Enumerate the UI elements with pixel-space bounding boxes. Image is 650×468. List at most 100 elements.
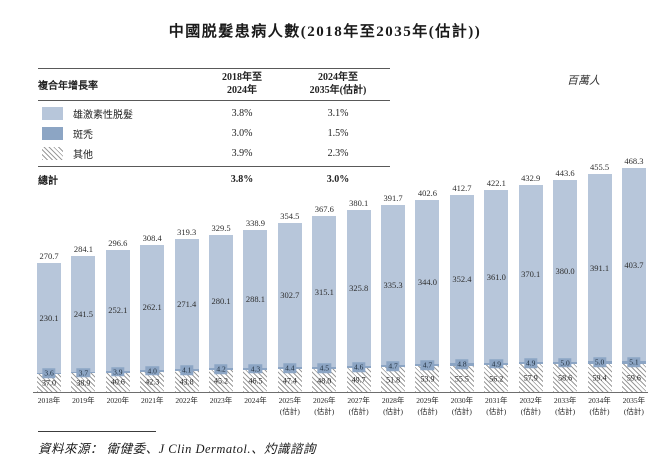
bar-column-2022: 319.3 271.4 4.1 43.8 2022年: [174, 148, 199, 405]
segment-androgenetic-value: 361.0: [486, 271, 506, 282]
bar-total-label: 380.1: [349, 198, 369, 209]
segment-other-value: 56.2: [489, 374, 504, 384]
segment-areata-value: 4.3: [248, 364, 263, 374]
legend-row-androgenetic: 雄激素性脱髮 3.8% 3.1%: [38, 106, 390, 121]
legend-value-2: 3.1%: [327, 108, 349, 119]
segment-other: 47.4: [277, 369, 302, 392]
segment-other: 49.7: [346, 368, 371, 392]
bar-column-2026: 367.6 315.1 4.5 48.0 2026年 (估計): [312, 148, 337, 416]
segment-androgenetic: 252.1: [105, 250, 130, 371]
segment-other: 42.3: [140, 371, 165, 392]
segment-other: 56.2: [484, 365, 509, 392]
segment-other-value: 37.0: [42, 378, 56, 388]
legend-label: 其他: [73, 150, 93, 161]
segment-areata: 4.8: [449, 359, 474, 370]
x-axis-label: 2029年 (估計): [416, 396, 439, 416]
bar-column-2018: 270.7 230.1 3.6 37.0 2018年: [37, 148, 61, 405]
segment-areata-value: 4.5: [317, 363, 331, 373]
segment-other-value: 53.9: [420, 374, 435, 384]
bar-total-label: 284.1: [73, 244, 93, 255]
segment-other: 45.2: [209, 370, 234, 392]
segment-androgenetic: 271.4: [174, 239, 199, 370]
segment-other-value: 58.6: [558, 373, 573, 383]
segment-androgenetic: 302.7: [277, 222, 302, 368]
segment-areata-value: 4.1: [179, 365, 194, 375]
segment-androgenetic: 391.1: [587, 174, 612, 362]
segment-other: 55.5: [449, 365, 474, 392]
x-axis-label: 2032年 (估計): [519, 396, 542, 416]
legend-label: 雄激素性脱髮: [73, 110, 133, 121]
segment-other-value: 51.8: [386, 375, 401, 385]
total-row-value-1: 3.8%: [230, 174, 254, 185]
stacked-bar: 325.8 4.6 49.7: [346, 210, 371, 392]
segment-androgenetic-value: 262.1: [142, 302, 162, 313]
segment-areata: 3.6: [37, 368, 61, 379]
bar-column-2029: 402.6 344.0 4.7 53.9 2029年 (估計): [415, 148, 440, 416]
segment-other: 58.6: [553, 364, 578, 392]
legend-label: 斑禿: [73, 130, 93, 141]
segment-androgenetic: 280.1: [209, 234, 234, 369]
bar-column-2023: 329.5 280.1 4.2 45.2 2023年: [209, 148, 234, 405]
segment-androgenetic-value: 252.1: [108, 305, 128, 316]
segment-areata-value: 4.9: [524, 358, 538, 368]
bar-total-label: 354.5: [280, 210, 300, 221]
segment-androgenetic: 403.7: [621, 168, 646, 362]
bar-total-label: 338.9: [245, 218, 265, 229]
segment-androgenetic-value: 288.1: [245, 293, 265, 304]
x-axis-label: 2028年 (估計): [381, 396, 405, 416]
legend-value-2: 2.3%: [327, 148, 349, 159]
legend-value-2: 1.5%: [327, 128, 349, 139]
total-row-label: 總計: [38, 176, 58, 187]
bar-column-2030: 412.7 352.4 4.8 55.5 2030年 (估計): [449, 148, 474, 416]
segment-areata-value: 5.0: [558, 358, 572, 368]
stacked-bar: 280.1 4.2 45.2: [209, 234, 234, 392]
segment-areata: 5.0: [553, 358, 578, 368]
segment-areata: 5.0: [587, 357, 612, 368]
legend-value-1: 3.0%: [231, 128, 253, 139]
segment-other-value: 47.4: [282, 376, 297, 386]
segment-androgenetic-value: 302.7: [280, 289, 300, 300]
stacked-bar: 344.0 4.7 53.9: [415, 199, 440, 392]
segment-androgenetic: 370.1: [518, 185, 543, 363]
bar-total-label: 455.5: [589, 162, 610, 173]
segment-other-value: 55.5: [454, 374, 469, 384]
cagr-header-col1-line2: 2024年: [227, 84, 257, 96]
bar-column-2034: 455.5 391.1 5.0 59.4 2034年 (估計): [587, 148, 612, 416]
bar-total-label: 412.7: [452, 182, 472, 193]
segment-areata: 4.9: [518, 358, 543, 368]
x-axis-label: 2020年: [106, 396, 130, 405]
segment-androgenetic-value: 325.8: [349, 283, 369, 294]
segment-androgenetic-value: 344.0: [417, 276, 438, 287]
segment-areata: 5.1: [621, 357, 646, 368]
bar-total-label: 402.6: [417, 187, 438, 198]
stacked-bar: 352.4 4.8 55.5: [449, 194, 474, 392]
segment-androgenetic: 288.1: [243, 230, 268, 368]
legend-value-1: 3.9%: [231, 148, 253, 159]
legend-row-areata: 斑禿 3.0% 1.5%: [38, 126, 390, 141]
segment-other: 48.0: [312, 369, 337, 392]
stacked-bar: 403.7 5.1 59.6: [621, 168, 646, 392]
segment-androgenetic: 361.0: [484, 190, 509, 363]
segment-areata-value: 4.7: [386, 361, 400, 371]
stacked-bar: 335.3 4.7 51.8: [381, 204, 406, 392]
segment-areata: 3.7: [71, 367, 96, 378]
segment-areata-value: 3.6: [42, 368, 56, 379]
segment-androgenetic: 262.1: [140, 244, 165, 370]
segment-androgenetic: 344.0: [415, 199, 440, 365]
total-row-value-2: 3.0%: [326, 174, 350, 185]
bar-total-label: 468.3: [624, 156, 644, 167]
bar-total-label: 319.3: [177, 227, 197, 238]
segment-areata-value: 4.7: [420, 360, 435, 370]
bar-column-2027: 380.1 325.8 4.6 49.7 2027年 (估計): [346, 148, 371, 416]
x-axis-label: 2035年 (估計): [622, 396, 646, 416]
segment-areata: 4.6: [346, 362, 371, 372]
bar-column-2032: 432.9 370.1 4.9 57.9 2032年 (估計): [518, 148, 543, 416]
segment-androgenetic-value: 315.1: [314, 286, 334, 297]
segment-other-value: 38.9: [76, 378, 91, 388]
other-swatch-icon: [42, 147, 63, 160]
bar-column-2033: 443.6 380.0 5.0 58.6 2033年 (估計): [553, 148, 578, 416]
stacked-bar: 361.0 4.9 56.2: [484, 190, 509, 392]
bar-column-2019: 284.1 241.5 3.7 38.9 2019年: [71, 148, 96, 405]
stacked-bar: 380.0 5.0 58.6: [553, 180, 578, 392]
